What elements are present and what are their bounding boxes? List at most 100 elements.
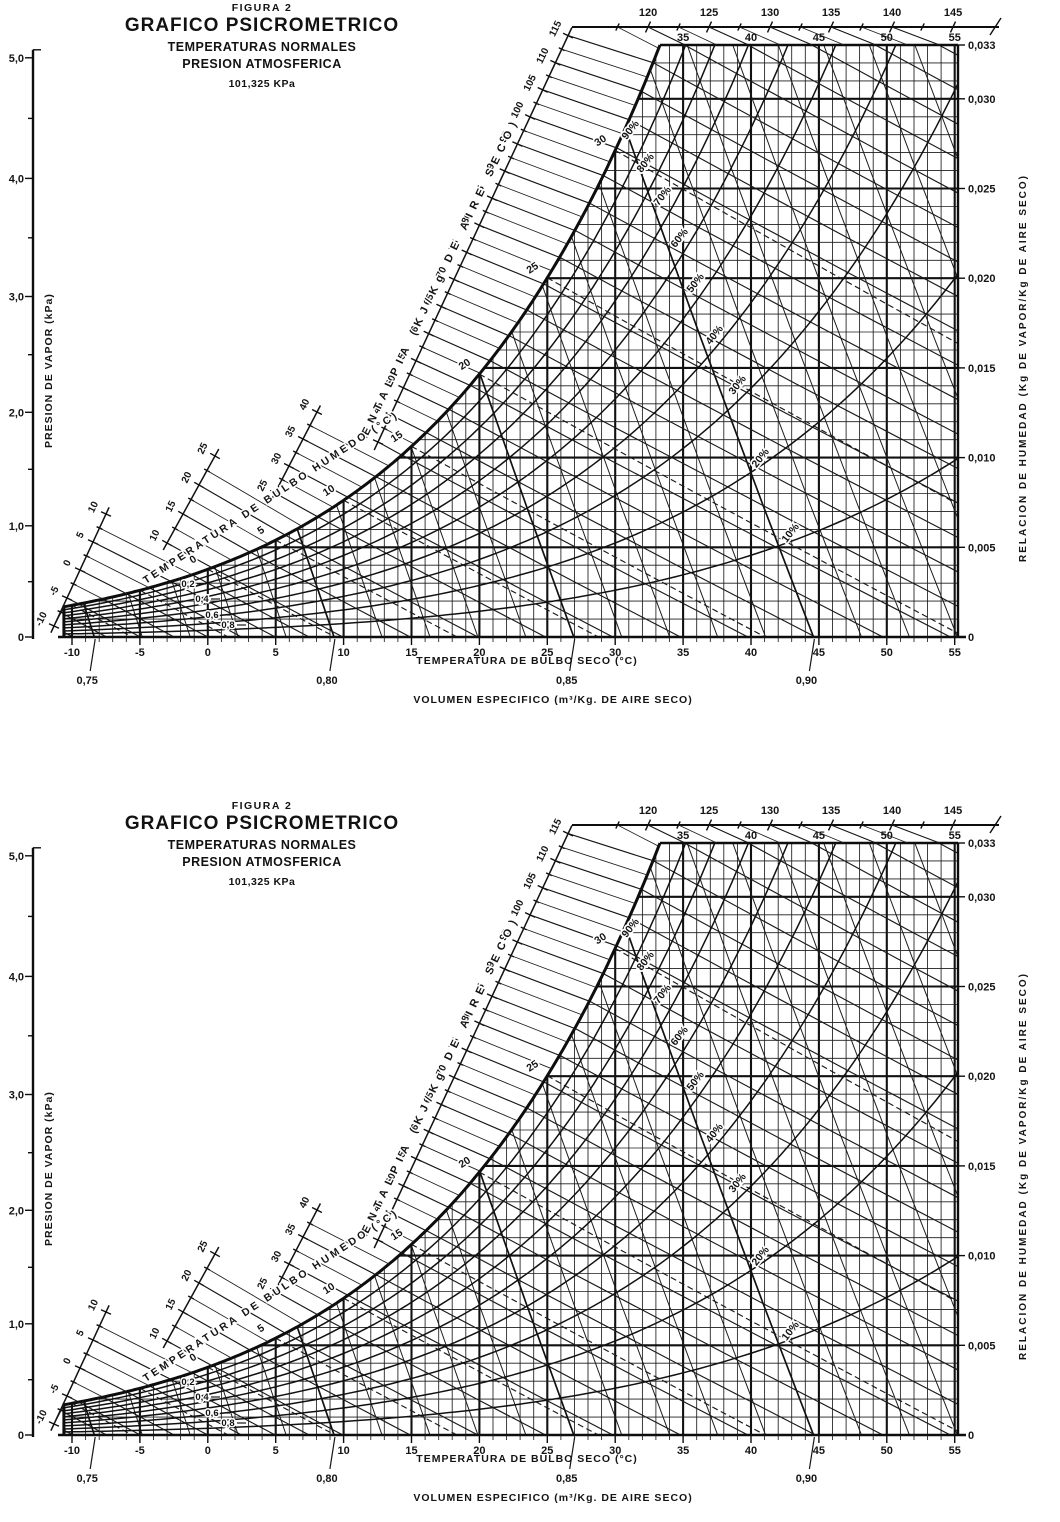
svg-text:40: 40 [745, 1445, 757, 1457]
svg-text:105: 105 [522, 871, 539, 891]
svg-text:145: 145 [944, 805, 962, 817]
svg-text:10: 10 [337, 1445, 349, 1457]
svg-text:0,020: 0,020 [968, 1071, 996, 1083]
axis-titles: PRESION DE VAPOR (kPa) RELACION DE HUMEDA… [43, 174, 1029, 706]
svg-text:10: 10 [148, 528, 163, 543]
svg-text:-10: -10 [34, 610, 50, 628]
svg-text:0,85: 0,85 [556, 1473, 577, 1485]
svg-text:55: 55 [949, 32, 961, 44]
svg-text:0,005: 0,005 [968, 1340, 996, 1352]
svg-text:25: 25 [256, 478, 271, 493]
svg-text:VOLUMEN ESPECIFICO (m³/Kg. DE: VOLUMEN ESPECIFICO (m³/Kg. DE AIRE SECO) [413, 694, 692, 706]
svg-text:4,0: 4,0 [9, 971, 24, 983]
svg-text:135: 135 [822, 7, 840, 19]
psychrometric-chart-2: FIGURA 2 GRAFICO PSICROMETRICO TEMPERATU… [0, 798, 1060, 1522]
svg-text:2,0: 2,0 [9, 1205, 24, 1217]
svg-text:0,8: 0,8 [221, 1418, 234, 1429]
svg-text:10: 10 [86, 500, 101, 515]
svg-text:4,0: 4,0 [9, 173, 24, 185]
rh-curve-labels: 10%20%30%40%50%60%70%80%90% [618, 116, 804, 547]
svg-text:0,90: 0,90 [796, 675, 817, 687]
svg-text:0,020: 0,020 [968, 273, 996, 285]
svg-text:25: 25 [524, 260, 540, 277]
enthalpy-scale: -10-505101015202525303540404550556065707… [32, 7, 1002, 634]
svg-text:35: 35 [677, 32, 689, 44]
svg-text:105: 105 [522, 73, 539, 93]
svg-text:1,0: 1,0 [9, 1319, 24, 1331]
svg-text:15: 15 [405, 647, 417, 659]
svg-text:TEMPERATURA DE BULBO SECO (°C): TEMPERATURA DE BULBO SECO (°C) [416, 1453, 637, 1465]
svg-text:5: 5 [255, 524, 267, 537]
svg-text:0: 0 [205, 647, 211, 659]
svg-text:10: 10 [86, 1298, 101, 1313]
svg-text:20: 20 [457, 356, 473, 373]
svg-text:125: 125 [700, 805, 718, 817]
svg-text:0,030: 0,030 [968, 892, 996, 904]
svg-text:50: 50 [881, 32, 893, 44]
svg-text:35: 35 [677, 1445, 689, 1457]
svg-text:0,025: 0,025 [968, 982, 996, 994]
svg-text:20: 20 [457, 1154, 473, 1171]
svg-text:15: 15 [389, 1227, 405, 1244]
svg-text:0,2: 0,2 [181, 1377, 194, 1388]
svg-text:90%: 90% [619, 916, 642, 940]
svg-text:145: 145 [944, 7, 962, 19]
svg-text:135: 135 [822, 805, 840, 817]
svg-text:40: 40 [745, 32, 757, 44]
saturation-curve [62, 842, 662, 1435]
svg-text:110: 110 [535, 844, 552, 864]
enthalpy-deviation-labels: 0,20,4 0,60,8 [180, 1376, 246, 1431]
svg-text:115: 115 [547, 817, 564, 837]
svg-text:3,0: 3,0 [9, 292, 24, 304]
svg-text:5: 5 [75, 1328, 88, 1338]
svg-text:35: 35 [677, 830, 689, 842]
svg-text:RELACION DE HUMEDAD (Kg DE VAP: RELACION DE HUMEDAD (Kg DE VAPOR/Kg DE A… [1018, 174, 1029, 562]
svg-text:70%: 70% [651, 184, 674, 208]
svg-text:0,015: 0,015 [968, 1161, 996, 1173]
svg-text:30: 30 [609, 1445, 621, 1457]
svg-text:15: 15 [164, 499, 179, 514]
svg-text:0,80: 0,80 [316, 1473, 337, 1485]
svg-text:0,033: 0,033 [968, 40, 996, 52]
svg-text:50: 50 [881, 830, 893, 842]
svg-text:30: 30 [609, 647, 621, 659]
svg-text:0,90: 0,90 [796, 1473, 817, 1485]
svg-text:40%: 40% [703, 1121, 726, 1145]
svg-text:130: 130 [761, 7, 779, 19]
svg-text:35: 35 [677, 647, 689, 659]
svg-text:0: 0 [968, 1430, 974, 1442]
svg-text:45: 45 [813, 830, 825, 842]
svg-text:70%: 70% [651, 982, 674, 1006]
svg-text:15: 15 [164, 1297, 179, 1312]
svg-text:55: 55 [949, 830, 961, 842]
specific-volume-labels: 0,75 0,80 0,85 0,90 [76, 638, 817, 687]
svg-text:115: 115 [547, 19, 564, 39]
svg-text:5: 5 [273, 647, 279, 659]
enthalpy-scale: -10-505101015202525303540404550556065707… [32, 805, 1002, 1432]
svg-text:30: 30 [592, 133, 608, 150]
svg-text:20: 20 [473, 1445, 485, 1457]
psychrometric-chart-1: FIGURA 2 GRAFICO PSICROMETRICO TEMPERATU… [0, 0, 1060, 724]
svg-text:0,005: 0,005 [968, 542, 996, 554]
svg-text:PRESION DE VAPOR (kPa): PRESION DE VAPOR (kPa) [43, 293, 55, 448]
svg-text:10: 10 [321, 1280, 337, 1297]
svg-text:0,6: 0,6 [205, 610, 218, 621]
svg-text:0,010: 0,010 [968, 1251, 996, 1263]
svg-text:RELACION DE HUMEDAD (Kg DE VAP: RELACION DE HUMEDAD (Kg DE VAPOR/Kg DE A… [1018, 972, 1029, 1360]
svg-text:0,2: 0,2 [181, 579, 194, 590]
svg-text:140: 140 [883, 805, 901, 817]
svg-text:25: 25 [541, 647, 553, 659]
svg-text:35: 35 [284, 424, 299, 439]
svg-text:-5: -5 [135, 1445, 145, 1457]
svg-text:0,4: 0,4 [195, 1392, 209, 1403]
svg-text:110: 110 [535, 46, 552, 66]
svg-text:50: 50 [881, 647, 893, 659]
rh-curve-labels: 10%20%30%40%50%60%70%80%90% [618, 914, 804, 1345]
svg-text:15: 15 [389, 429, 405, 446]
svg-text:20: 20 [473, 647, 485, 659]
svg-text:TEMPERATURA DE BULBO HUMEDO (°: TEMPERATURA DE BULBO HUMEDO (°C) [141, 409, 401, 587]
svg-text:0: 0 [18, 1430, 24, 1442]
svg-text:TEMPERATURA DE BULBO SECO (°C): TEMPERATURA DE BULBO SECO (°C) [416, 655, 637, 667]
svg-text:5,0: 5,0 [9, 53, 24, 65]
